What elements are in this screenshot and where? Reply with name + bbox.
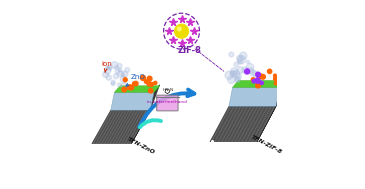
Polygon shape [115, 86, 160, 92]
Circle shape [277, 78, 280, 81]
Circle shape [257, 74, 262, 79]
Circle shape [128, 85, 134, 90]
Circle shape [274, 74, 276, 77]
Circle shape [123, 78, 127, 82]
Text: N: N [169, 88, 173, 92]
Circle shape [141, 75, 146, 80]
Circle shape [256, 72, 260, 77]
Circle shape [115, 69, 120, 74]
Circle shape [230, 71, 237, 77]
Circle shape [118, 83, 122, 87]
Circle shape [177, 27, 181, 31]
Circle shape [106, 75, 111, 80]
Circle shape [150, 82, 154, 86]
Text: ZnO: ZnO [126, 74, 145, 86]
Circle shape [107, 66, 110, 69]
Circle shape [252, 79, 256, 83]
Circle shape [246, 60, 249, 64]
Circle shape [235, 74, 241, 80]
Circle shape [108, 65, 112, 69]
Circle shape [235, 77, 239, 81]
Circle shape [127, 85, 132, 90]
Text: TFN-ZIF-8: TFN-ZIF-8 [250, 135, 283, 155]
Circle shape [108, 67, 112, 70]
Circle shape [239, 52, 247, 59]
Circle shape [229, 52, 234, 57]
Circle shape [228, 76, 235, 83]
Circle shape [245, 69, 250, 74]
Text: in water/methanol: in water/methanol [147, 100, 187, 104]
Circle shape [117, 64, 122, 68]
Circle shape [234, 62, 239, 67]
Circle shape [274, 82, 277, 85]
Circle shape [268, 69, 272, 74]
Circle shape [121, 83, 126, 88]
Circle shape [114, 74, 119, 79]
Circle shape [122, 73, 125, 77]
Circle shape [250, 70, 256, 76]
Polygon shape [233, 81, 285, 87]
Circle shape [233, 70, 240, 77]
Text: TFN-ZnO: TFN-ZnO [126, 136, 155, 155]
Circle shape [248, 68, 254, 74]
Circle shape [225, 71, 233, 79]
FancyBboxPatch shape [157, 95, 178, 111]
Circle shape [117, 71, 123, 77]
Circle shape [230, 71, 235, 76]
Polygon shape [92, 110, 150, 144]
Circle shape [125, 68, 130, 72]
Circle shape [255, 78, 260, 83]
Circle shape [251, 78, 255, 81]
Circle shape [115, 66, 118, 69]
Circle shape [246, 64, 254, 71]
Circle shape [255, 83, 260, 88]
Circle shape [260, 81, 263, 84]
Circle shape [104, 67, 111, 74]
Text: HN: HN [163, 88, 169, 92]
Polygon shape [131, 84, 160, 144]
Circle shape [103, 71, 108, 77]
Circle shape [237, 55, 243, 62]
Circle shape [134, 81, 138, 86]
Circle shape [231, 68, 238, 75]
Circle shape [237, 67, 244, 74]
Circle shape [147, 76, 152, 81]
Circle shape [261, 74, 265, 79]
Circle shape [242, 67, 249, 74]
Circle shape [238, 56, 246, 64]
Circle shape [122, 87, 127, 92]
Circle shape [132, 82, 136, 85]
Circle shape [238, 60, 242, 64]
Circle shape [252, 71, 258, 77]
Circle shape [147, 82, 151, 86]
Circle shape [274, 76, 278, 81]
Circle shape [145, 80, 148, 83]
Circle shape [174, 24, 189, 38]
Polygon shape [111, 92, 154, 110]
Circle shape [149, 88, 153, 93]
Circle shape [120, 76, 127, 82]
Polygon shape [229, 87, 280, 106]
Circle shape [154, 81, 157, 84]
Text: ion: ion [101, 61, 112, 72]
Circle shape [122, 71, 128, 77]
Text: ZIF-8: ZIF-8 [177, 46, 201, 55]
Polygon shape [257, 79, 285, 142]
Circle shape [118, 68, 122, 72]
Circle shape [106, 66, 109, 69]
Polygon shape [210, 106, 276, 142]
Circle shape [111, 82, 115, 86]
Circle shape [111, 80, 115, 84]
Circle shape [235, 77, 240, 83]
Circle shape [111, 62, 118, 68]
